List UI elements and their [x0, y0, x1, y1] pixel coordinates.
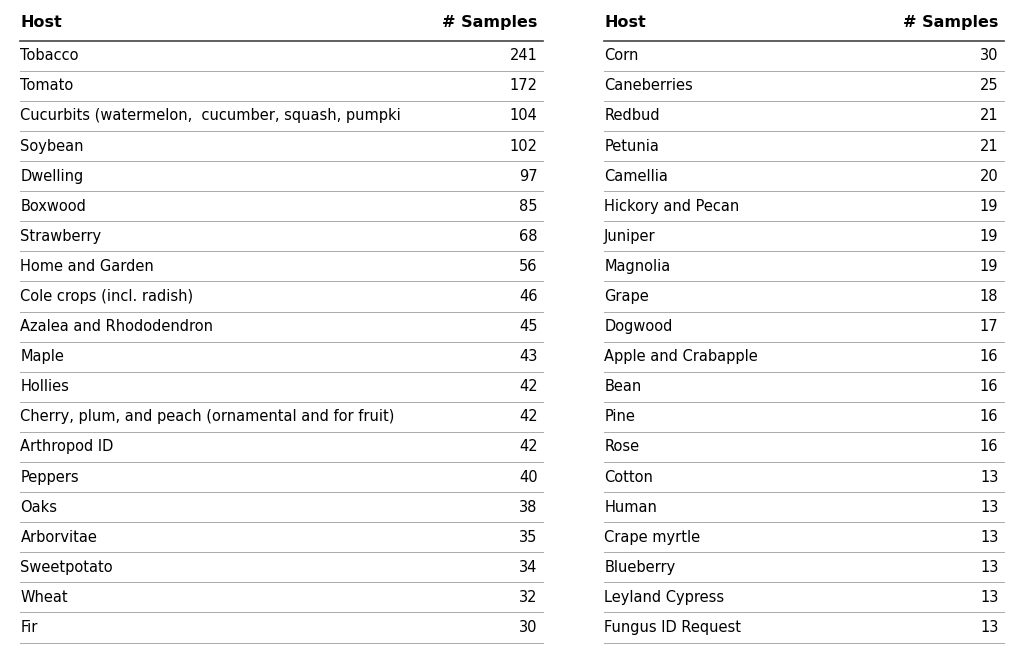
Text: Azalea and Rhododendron: Azalea and Rhododendron — [20, 319, 213, 334]
Text: 30: 30 — [519, 620, 538, 635]
Text: 34: 34 — [519, 560, 538, 575]
Text: 16: 16 — [980, 379, 998, 394]
Text: 35: 35 — [519, 530, 538, 545]
Text: Magnolia: Magnolia — [604, 259, 671, 274]
Text: Wheat: Wheat — [20, 590, 69, 605]
Text: Fungus ID Request: Fungus ID Request — [604, 620, 741, 635]
Text: 16: 16 — [980, 349, 998, 364]
Text: Soybean: Soybean — [20, 139, 84, 154]
Text: Boxwood: Boxwood — [20, 198, 86, 214]
Text: 42: 42 — [519, 440, 538, 455]
Text: Host: Host — [604, 14, 646, 30]
Text: 32: 32 — [519, 590, 538, 605]
Text: Petunia: Petunia — [604, 139, 659, 154]
Text: Corn: Corn — [604, 48, 639, 63]
Text: 13: 13 — [980, 590, 998, 605]
Text: 56: 56 — [519, 259, 538, 274]
Text: Camellia: Camellia — [604, 169, 668, 184]
Text: Home and Garden: Home and Garden — [20, 259, 155, 274]
Text: Cole crops (incl. radish): Cole crops (incl. radish) — [20, 289, 194, 304]
Text: 172: 172 — [510, 78, 538, 93]
Text: Leyland Cypress: Leyland Cypress — [604, 590, 724, 605]
Text: 102: 102 — [510, 139, 538, 154]
Text: 21: 21 — [980, 139, 998, 154]
Text: 104: 104 — [510, 108, 538, 124]
Text: 19: 19 — [980, 198, 998, 214]
Text: Arthropod ID: Arthropod ID — [20, 440, 114, 455]
Text: Maple: Maple — [20, 349, 65, 364]
Text: 42: 42 — [519, 409, 538, 424]
Text: # Samples: # Samples — [903, 14, 998, 30]
Text: 20: 20 — [980, 169, 998, 184]
Text: Crape myrtle: Crape myrtle — [604, 530, 700, 545]
Text: 19: 19 — [980, 229, 998, 244]
Text: 19: 19 — [980, 259, 998, 274]
Text: Oaks: Oaks — [20, 499, 57, 514]
Text: Human: Human — [604, 499, 657, 514]
Text: Apple and Crabapple: Apple and Crabapple — [604, 349, 758, 364]
Text: 43: 43 — [519, 349, 538, 364]
Text: 17: 17 — [980, 319, 998, 334]
Text: 68: 68 — [519, 229, 538, 244]
Text: Pine: Pine — [604, 409, 635, 424]
Text: 241: 241 — [510, 48, 538, 63]
Text: 25: 25 — [980, 78, 998, 93]
Text: # Samples: # Samples — [442, 14, 538, 30]
Text: Sweetpotato: Sweetpotato — [20, 560, 113, 575]
Text: 40: 40 — [519, 470, 538, 485]
Text: 30: 30 — [980, 48, 998, 63]
Text: 97: 97 — [519, 169, 538, 184]
Text: 38: 38 — [519, 499, 538, 514]
Text: 16: 16 — [980, 440, 998, 455]
Text: Grape: Grape — [604, 289, 649, 304]
Text: Hollies: Hollies — [20, 379, 70, 394]
Text: Blueberry: Blueberry — [604, 560, 676, 575]
Text: 85: 85 — [519, 198, 538, 214]
Text: Fir: Fir — [20, 620, 38, 635]
Text: Dwelling: Dwelling — [20, 169, 84, 184]
Text: Arborvitae: Arborvitae — [20, 530, 97, 545]
Text: 13: 13 — [980, 530, 998, 545]
Text: Cucurbits (watermelon,  cucumber, squash, pumpki: Cucurbits (watermelon, cucumber, squash,… — [20, 108, 401, 124]
Text: 13: 13 — [980, 560, 998, 575]
Text: Tobacco: Tobacco — [20, 48, 79, 63]
Text: Cotton: Cotton — [604, 470, 653, 485]
Text: Caneberries: Caneberries — [604, 78, 693, 93]
Text: Hickory and Pecan: Hickory and Pecan — [604, 198, 739, 214]
Text: 21: 21 — [980, 108, 998, 124]
Text: 13: 13 — [980, 620, 998, 635]
Text: Rose: Rose — [604, 440, 639, 455]
Text: Bean: Bean — [604, 379, 641, 394]
Text: Strawberry: Strawberry — [20, 229, 101, 244]
Text: 45: 45 — [519, 319, 538, 334]
Text: 16: 16 — [980, 409, 998, 424]
Text: 42: 42 — [519, 379, 538, 394]
Text: 13: 13 — [980, 470, 998, 485]
Text: Dogwood: Dogwood — [604, 319, 673, 334]
Text: 13: 13 — [980, 499, 998, 514]
Text: Redbud: Redbud — [604, 108, 659, 124]
Text: 18: 18 — [980, 289, 998, 304]
Text: Tomato: Tomato — [20, 78, 74, 93]
Text: Cherry, plum, and peach (ornamental and for fruit): Cherry, plum, and peach (ornamental and … — [20, 409, 395, 424]
Text: Host: Host — [20, 14, 62, 30]
Text: Juniper: Juniper — [604, 229, 655, 244]
Text: Peppers: Peppers — [20, 470, 79, 485]
Text: 46: 46 — [519, 289, 538, 304]
